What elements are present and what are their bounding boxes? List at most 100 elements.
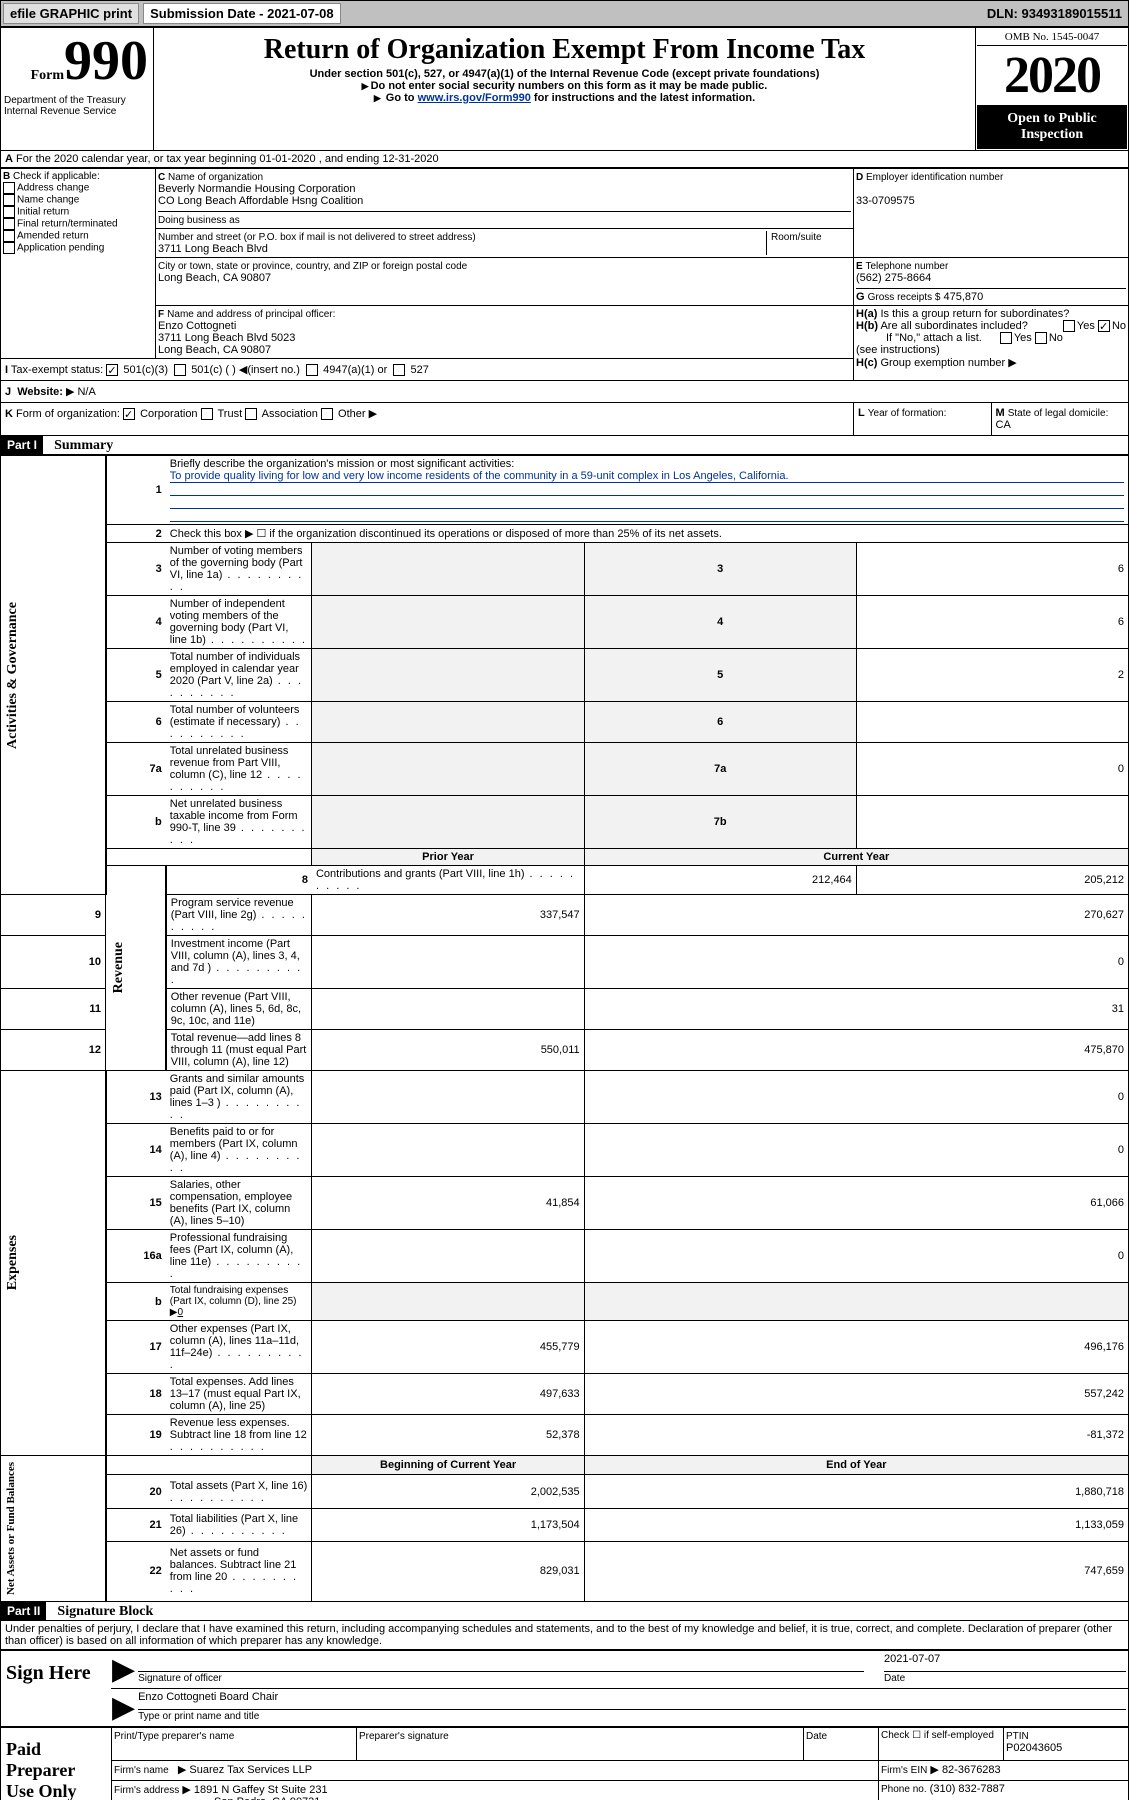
subtitle-3: Go to www.irs.gov/Form990 for instructio… bbox=[158, 92, 971, 104]
dln-label: DLN: 93493189015511 bbox=[987, 6, 1126, 21]
part-2-header: Part II bbox=[1, 1602, 46, 1620]
cb-final-return[interactable]: Final return/terminated bbox=[17, 219, 118, 230]
date-label: Date bbox=[884, 1673, 905, 1684]
q4: Number of independent voting members of … bbox=[166, 596, 312, 649]
q18: Total expenses. Add lines 13–17 (must eq… bbox=[166, 1374, 312, 1415]
top-toolbar: efile GRAPHIC print Submission Date - 20… bbox=[0, 0, 1129, 27]
officer-name: Enzo Cottogneti bbox=[158, 320, 236, 332]
q1-answer: To provide quality living for low and ve… bbox=[170, 470, 1124, 483]
officer-label: Name and address of principal officer: bbox=[167, 309, 335, 320]
ein-value: 33-0709575 bbox=[856, 195, 915, 207]
q17: Other expenses (Part IX, column (A), lin… bbox=[166, 1321, 312, 1374]
paid-preparer-label: Paid Preparer Use Only bbox=[2, 1729, 110, 1800]
website-value: N/A bbox=[77, 386, 95, 398]
subtitle-1: Under section 501(c), 527, or 4947(a)(1)… bbox=[158, 68, 971, 80]
cb-app-pending[interactable]: Application pending bbox=[17, 243, 104, 254]
col-end: End of Year bbox=[584, 1456, 1128, 1475]
firm-addr1: 1891 N Gaffey St Suite 231 bbox=[194, 1784, 328, 1796]
q6: Total number of volunteers (estimate if … bbox=[166, 702, 312, 743]
form-org-label: Form of organization: bbox=[16, 408, 120, 420]
q16b: Total fundraising expenses (Part IX, col… bbox=[170, 1285, 297, 1318]
ein-label: Employer identification number bbox=[866, 172, 1003, 183]
cb-corp[interactable] bbox=[123, 408, 135, 420]
header-table: Form990 Department of the Treasury Inter… bbox=[0, 27, 1129, 151]
vert-net-assets: Net Assets or Fund Balances bbox=[5, 1458, 17, 1599]
year-formation-label: Year of formation: bbox=[868, 408, 947, 419]
phone-label: Telephone number bbox=[865, 261, 948, 272]
prep-phone-label: Phone no. bbox=[881, 1784, 927, 1795]
room-label: Room/suite bbox=[771, 232, 822, 243]
q11: Other revenue (Part VIII, column (A), li… bbox=[166, 989, 312, 1030]
q16a: Professional fundraising fees (Part IX, … bbox=[166, 1230, 312, 1283]
gross-receipts-label: Gross receipts $ bbox=[868, 292, 941, 303]
part-1-header: Part I bbox=[1, 436, 43, 454]
q12: Total revenue—add lines 8 through 11 (mu… bbox=[166, 1030, 312, 1071]
vert-revenue: Revenue bbox=[111, 938, 127, 997]
q10: Investment income (Part VIII, column (A)… bbox=[166, 936, 312, 989]
q1-label: Briefly describe the organization's miss… bbox=[170, 458, 514, 470]
check-self-employed[interactable]: Check ☐ if self-employed bbox=[879, 1728, 1004, 1760]
cb-name-change[interactable]: Name change bbox=[17, 195, 79, 206]
col-begin: Beginning of Current Year bbox=[312, 1456, 584, 1475]
cb-501c3[interactable] bbox=[106, 364, 118, 376]
form-word: Form bbox=[31, 68, 64, 83]
cb-initial-return[interactable]: Initial return bbox=[17, 207, 69, 218]
q21: Total liabilities (Part X, line 26) bbox=[166, 1508, 312, 1541]
sig-officer-label: Signature of officer bbox=[138, 1673, 222, 1684]
org-name-label: Name of organization bbox=[168, 172, 263, 183]
cb-assoc[interactable] bbox=[245, 408, 257, 420]
vert-activities: Activities & Governance bbox=[5, 598, 21, 753]
subtitle-2: Do not enter social security numbers on … bbox=[158, 80, 971, 92]
officer-addr2: Long Beach, CA 90807 bbox=[158, 344, 271, 356]
col-current: Current Year bbox=[584, 849, 1128, 866]
part-2-title: Signature Block bbox=[49, 1604, 153, 1619]
sign-here-label: Sign Here bbox=[2, 1652, 110, 1695]
website-label: Website: bbox=[17, 386, 63, 398]
efile-print-button[interactable]: efile GRAPHIC print bbox=[3, 3, 139, 24]
dba-label: Doing business as bbox=[158, 215, 240, 226]
domicile-label: State of legal domicile: bbox=[1008, 408, 1109, 419]
cb-other[interactable] bbox=[321, 408, 333, 420]
q19: Revenue less expenses. Subtract line 18 … bbox=[166, 1415, 312, 1456]
v7b bbox=[856, 796, 1128, 849]
cb-trust[interactable] bbox=[201, 408, 213, 420]
firm-addr-label: Firm's address bbox=[114, 1785, 179, 1796]
cb-address-change[interactable]: Address change bbox=[17, 183, 89, 194]
name-title-label: Type or print name and title bbox=[138, 1711, 259, 1722]
q14: Benefits paid to or for members (Part IX… bbox=[166, 1124, 312, 1177]
omb-number: OMB No. 1545-0047 bbox=[977, 29, 1127, 46]
col-prior: Prior Year bbox=[312, 849, 584, 866]
cb-527[interactable] bbox=[393, 364, 405, 376]
open-public: Open to Public Inspection bbox=[977, 105, 1127, 149]
form-number: Form990 bbox=[2, 29, 152, 93]
prep-date-label: Date bbox=[806, 1731, 827, 1742]
h-b-note: If "No," attach a list. (see instruction… bbox=[856, 332, 982, 356]
form-title: Return of Organization Exempt From Incom… bbox=[158, 34, 971, 66]
v7a: 0 bbox=[856, 743, 1128, 796]
v4: 6 bbox=[856, 596, 1128, 649]
q9: Program service revenue (Part VIII, line… bbox=[166, 895, 312, 936]
q2: Check this box ▶ ☐ if the organization d… bbox=[166, 525, 1129, 543]
officer-name-title: Enzo Cottogneti Board Chair bbox=[138, 1691, 1126, 1710]
entity-info: B Check if applicable: Address change Na… bbox=[0, 168, 1129, 436]
ptin-value: P02043605 bbox=[1006, 1742, 1062, 1754]
perjury-statement: Under penalties of perjury, I declare th… bbox=[0, 1621, 1129, 1650]
q5: Total number of individuals employed in … bbox=[166, 649, 312, 702]
tax-year: 2020 bbox=[977, 46, 1127, 105]
domicile-value: CA bbox=[996, 419, 1011, 431]
tax-exempt-label: Tax-exempt status: bbox=[11, 364, 103, 376]
q3: Number of voting members of the governin… bbox=[166, 543, 312, 596]
firm-addr2: San Pedro, CA 90731 bbox=[114, 1796, 320, 1800]
city-label: City or town, state or province, country… bbox=[158, 261, 467, 272]
q7a: Total unrelated business revenue from Pa… bbox=[166, 743, 312, 796]
cb-501c[interactable] bbox=[174, 364, 186, 376]
cb-amended[interactable]: Amended return bbox=[17, 231, 89, 242]
gross-receipts-value: 475,870 bbox=[944, 291, 984, 303]
phone-value: (562) 275-8664 bbox=[856, 272, 931, 284]
cb-4947[interactable] bbox=[306, 364, 318, 376]
q8: Contributions and grants (Part VIII, lin… bbox=[312, 866, 584, 895]
prep-sig-label: Preparer's signature bbox=[359, 1731, 449, 1742]
irs-link[interactable]: www.irs.gov/Form990 bbox=[418, 92, 531, 104]
prep-phone: (310) 832-7887 bbox=[930, 1783, 1005, 1795]
h-c: Group exemption number bbox=[880, 357, 1005, 369]
